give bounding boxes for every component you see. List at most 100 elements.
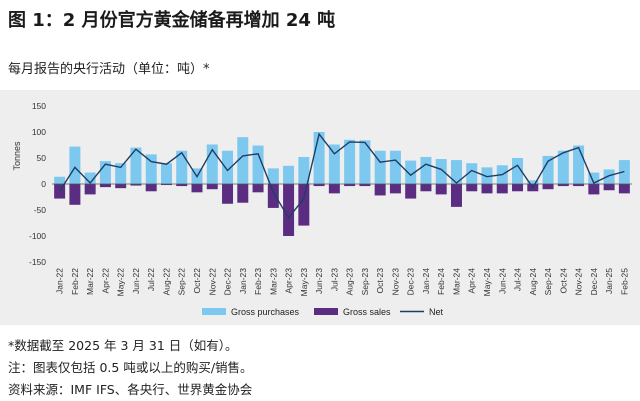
bar-gross-sales: [496, 184, 508, 194]
bar-gross-purchases: [512, 158, 524, 184]
y-tick-label: 150: [32, 101, 46, 111]
bar-gross-sales: [69, 184, 81, 205]
x-tick-label: Oct-24: [558, 268, 568, 294]
bar-gross-purchases: [359, 140, 371, 184]
x-tick-label: Sep-24: [543, 268, 553, 296]
bar-gross-purchases: [237, 137, 249, 184]
x-tick-label: Jun-24: [497, 268, 507, 294]
bar-gross-sales: [99, 184, 111, 188]
bar-gross-purchases: [298, 156, 310, 184]
bar-gross-sales: [176, 184, 188, 187]
bar-gross-sales: [298, 184, 310, 226]
bar-gross-sales: [557, 184, 569, 187]
bar-gross-purchases: [130, 147, 142, 184]
bar-gross-purchases: [222, 150, 234, 184]
bar-gross-sales: [512, 184, 524, 192]
chart-panel: Tonnes 150 100 50 0 -50 -100 -150 Jan-22 Feb-22…: [0, 90, 640, 325]
bar-gross-purchases: [542, 155, 554, 184]
legend-swatch-sales: [314, 308, 338, 315]
x-tick-label: Jul-22: [146, 268, 156, 291]
bar-gross-purchases: [160, 163, 172, 184]
bar-gross-purchases: [450, 160, 462, 184]
bar-gross-purchases: [481, 167, 493, 184]
x-tick-label: Aug-23: [345, 268, 355, 296]
bar-gross-purchases: [435, 159, 447, 184]
chart-title: 图 1：2 月份官方黄金储备再增加 24 吨: [8, 10, 336, 31]
bar-gross-sales: [313, 184, 325, 187]
legend-label-purchases: Gross purchases: [231, 307, 300, 317]
gold-reserves-chart: Tonnes 150 100 50 0 -50 -100 -150 Jan-22 Feb-22…: [12, 101, 632, 317]
x-tick-label: Aug-22: [161, 268, 171, 296]
y-tick-label: 100: [32, 127, 46, 137]
x-tick-label: May-22: [116, 268, 126, 297]
y-tick-label: -100: [29, 231, 46, 241]
legend-label-sales: Gross sales: [343, 307, 391, 317]
bar-gross-purchases: [527, 180, 539, 184]
y-tick-label: -50: [34, 205, 47, 215]
y-tick-label: 50: [37, 153, 47, 163]
x-tick-label: Apr-23: [284, 268, 294, 294]
x-tick-label: Jan-22: [55, 268, 65, 294]
bar-gross-sales: [252, 184, 264, 193]
bar-gross-purchases: [389, 150, 401, 184]
x-tick-label: Mar-22: [85, 268, 95, 295]
x-tick-label: Jan-24: [421, 268, 431, 294]
bar-gross-purchases: [69, 146, 81, 184]
bar-gross-sales: [435, 184, 447, 195]
bar-gross-sales: [588, 184, 600, 195]
bar-gross-sales: [328, 184, 340, 194]
bar-gross-sales: [160, 184, 172, 186]
x-tick-label: Dec-23: [406, 268, 416, 296]
y-tick-label: 0: [41, 179, 46, 189]
legend-swatch-purchases: [202, 308, 226, 315]
legend: Gross purchases Gross sales Net: [202, 307, 444, 317]
bar-gross-sales: [237, 184, 249, 203]
bar-gross-sales: [618, 184, 630, 194]
x-tick-label: Jun-23: [314, 268, 324, 294]
x-tick-label: Nov-23: [390, 268, 400, 296]
x-tick-label: Feb-24: [436, 268, 446, 295]
x-tick-label: Jul-24: [513, 268, 523, 291]
bar-gross-sales: [222, 184, 234, 204]
y-axis-label: Tonnes: [12, 141, 22, 171]
x-tick-label: Jun-22: [131, 268, 141, 294]
bar-gross-purchases: [405, 160, 417, 184]
legend-label-net: Net: [429, 307, 444, 317]
bar-gross-purchases: [54, 176, 66, 184]
bar-gross-purchases: [99, 161, 111, 184]
bar-gross-purchases: [115, 163, 127, 184]
x-tick-label: Sep-22: [177, 268, 187, 296]
x-tick-label: Oct-22: [192, 268, 202, 294]
net-series-line: [59, 132, 625, 220]
x-tick-label: Dec-24: [589, 268, 599, 296]
x-tick-label: Jan-25: [604, 268, 614, 294]
x-tick-label: Feb-25: [619, 268, 629, 295]
bar-gross-purchases: [420, 156, 432, 184]
x-tick-label: Jan-23: [238, 268, 248, 294]
bar-gross-sales: [145, 184, 157, 192]
bar-gross-sales: [191, 184, 203, 193]
x-tick-label: Aug-24: [528, 268, 538, 296]
x-tick-label: Mar-23: [268, 268, 278, 295]
x-tick-label: Oct-23: [375, 268, 385, 294]
bar-gross-purchases: [557, 150, 569, 184]
bar-gross-purchases: [603, 169, 615, 184]
bar-gross-sales: [130, 184, 142, 186]
x-tick-label: Dec-22: [223, 268, 233, 296]
bar-gross-sales: [481, 184, 493, 194]
bar-gross-purchases: [176, 150, 188, 184]
x-tick-label: Apr-24: [467, 268, 477, 294]
bar-gross-sales: [206, 184, 218, 190]
footnote-data-date: *数据截至 2025 年 3 月 31 日（如有）。: [8, 338, 238, 353]
bar-gross-sales: [573, 184, 585, 187]
bar-gross-purchases: [145, 154, 157, 184]
bar-gross-purchases: [466, 163, 478, 184]
bar-gross-sales: [420, 184, 432, 192]
x-tick-label: May-23: [299, 268, 309, 297]
bar-gross-sales: [359, 184, 371, 187]
x-tick-label: May-24: [482, 268, 492, 297]
bar-gross-sales: [84, 184, 96, 195]
bar-gross-purchases: [267, 168, 279, 184]
bar-gross-purchases: [206, 144, 218, 184]
x-tick-label: Sep-23: [360, 268, 370, 296]
